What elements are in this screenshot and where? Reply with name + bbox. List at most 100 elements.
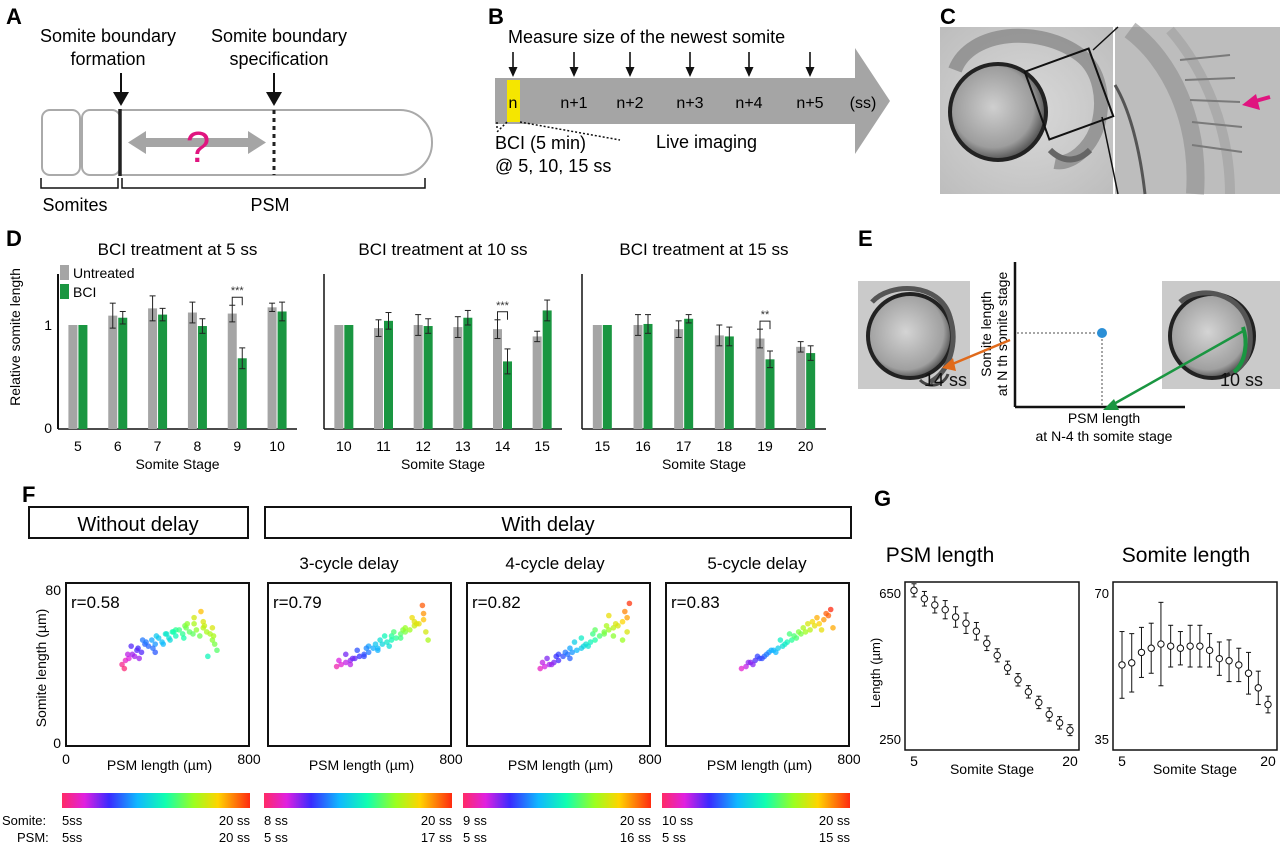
- bar-untreated-14: [493, 329, 502, 429]
- scatter-point: [814, 614, 820, 621]
- g-point: [1166, 642, 1175, 650]
- g-xtick-min: 5: [910, 753, 918, 769]
- subtitle-4-cycle: 4-cycle delay: [505, 554, 605, 573]
- bar-untreated-18: [714, 335, 724, 429]
- legend-untreated: Untreated: [73, 265, 134, 281]
- d-xtick-16: 16: [635, 438, 651, 454]
- g-point: [931, 601, 939, 609]
- g-point: [1137, 648, 1146, 657]
- f-colorbar: [264, 793, 452, 808]
- scatter-point: [121, 665, 128, 672]
- scatter-point: [775, 645, 781, 651]
- scatter-point: [167, 637, 173, 643]
- g-point: [1186, 642, 1194, 650]
- d-xtick-17: 17: [676, 438, 692, 454]
- without-delay-box: [28, 506, 249, 539]
- scatter-point: [759, 655, 765, 662]
- significance-label: ***: [231, 285, 245, 297]
- somite-range-start: 10 ss: [662, 813, 694, 828]
- scatter-point: [407, 627, 413, 633]
- g-point: [1264, 700, 1272, 709]
- bar-bci-5: [78, 325, 88, 429]
- panel-b: B Measure size of the newest somite n n+1…: [488, 4, 890, 176]
- scatter-point: [606, 627, 612, 633]
- scatter-point: [750, 661, 756, 668]
- scatter-point: [336, 657, 342, 664]
- boundary-pointer-arrow: [1242, 94, 1271, 110]
- bar-bci-18: [724, 336, 734, 429]
- f-xtick-min: 0: [62, 751, 70, 767]
- g-point: [1055, 719, 1064, 727]
- scatter-point: [379, 641, 386, 647]
- stage-arrow-head: [685, 67, 695, 77]
- scatter-point: [560, 653, 566, 660]
- g-point: [1244, 669, 1253, 677]
- scatter-point: [596, 633, 603, 639]
- somite-range-end: 20 ss: [219, 813, 251, 828]
- somite-range-end: 20 ss: [819, 813, 851, 828]
- g-point: [1235, 661, 1243, 669]
- formation-label-line2: formation: [70, 49, 145, 69]
- scatter-point: [148, 637, 155, 643]
- scatter-point: [153, 633, 160, 639]
- g-point: [1024, 688, 1033, 696]
- g-point: [941, 605, 949, 614]
- somite-block-1: [41, 109, 81, 176]
- bar-bci-7: [158, 314, 168, 429]
- scatter-point: [384, 639, 390, 645]
- scatter-point: [197, 633, 203, 639]
- scatter-point: [541, 663, 548, 670]
- scatter-point: [354, 647, 361, 654]
- g-plot-frame: [904, 581, 1080, 751]
- g-xtick-max: 20: [1062, 753, 1078, 769]
- panel-e: E 14 ss 10 ss Somite length at N th somi…: [858, 226, 1280, 444]
- bar-untreated-7: [148, 308, 158, 429]
- psm-range-prefix: PSM:: [17, 830, 49, 845]
- subtitle-5-cycle: 5-cycle delay: [707, 554, 807, 573]
- bar-untreated-6: [108, 315, 118, 429]
- scatter-point: [548, 661, 555, 668]
- d-xtick-18: 18: [717, 438, 733, 454]
- scatter-point: [821, 616, 827, 623]
- scatter-point: [201, 622, 208, 629]
- d-xtick-15: 15: [595, 438, 611, 454]
- g-point: [1225, 657, 1233, 665]
- bar-bci-10: [277, 311, 287, 429]
- stage-arrow-head: [508, 67, 518, 77]
- subtitle-3-cycle: 3-cycle delay: [299, 554, 399, 573]
- with-delay-label: With delay: [501, 514, 594, 536]
- scatter-point: [214, 647, 220, 654]
- scatter-point: [569, 649, 576, 656]
- scatter-point: [375, 647, 381, 654]
- scatter-point: [555, 657, 562, 664]
- scatter-point: [827, 606, 834, 613]
- bar-untreated-8: [187, 312, 197, 429]
- scatter-point: [349, 655, 356, 662]
- scatter-point: [152, 649, 159, 656]
- scatter-point: [198, 608, 204, 615]
- scatter-point: [590, 631, 596, 637]
- bar-untreated-13: [453, 327, 463, 429]
- e-axes: [1013, 262, 1185, 409]
- d-chart-title: BCI treatment at 10 ss: [358, 240, 527, 259]
- scatter-point: [209, 625, 216, 631]
- bar-bci-6: [118, 317, 128, 429]
- left-stage-label: 14 ss: [924, 370, 967, 390]
- scatter-point: [789, 637, 795, 643]
- scatter-point: [816, 620, 823, 627]
- scatter-point: [777, 637, 784, 643]
- scatter-point: [585, 643, 592, 649]
- g-xtick-min: 5: [1118, 753, 1126, 769]
- d-xtick-14: 14: [495, 438, 511, 454]
- scatter-point: [578, 635, 585, 641]
- scatter-point: [173, 633, 179, 639]
- scatter-point: [603, 622, 610, 629]
- distance-double-arrow: [128, 131, 266, 154]
- scatter-point: [773, 649, 779, 656]
- somite-range-start: 8 ss: [264, 813, 288, 828]
- significance-label: **: [761, 309, 770, 321]
- green-arrow: [1103, 326, 1248, 410]
- bar-untreated-20: [796, 346, 806, 429]
- d-ylabel: Relative somite length: [7, 268, 23, 406]
- g-ytick-max: 650: [879, 586, 901, 601]
